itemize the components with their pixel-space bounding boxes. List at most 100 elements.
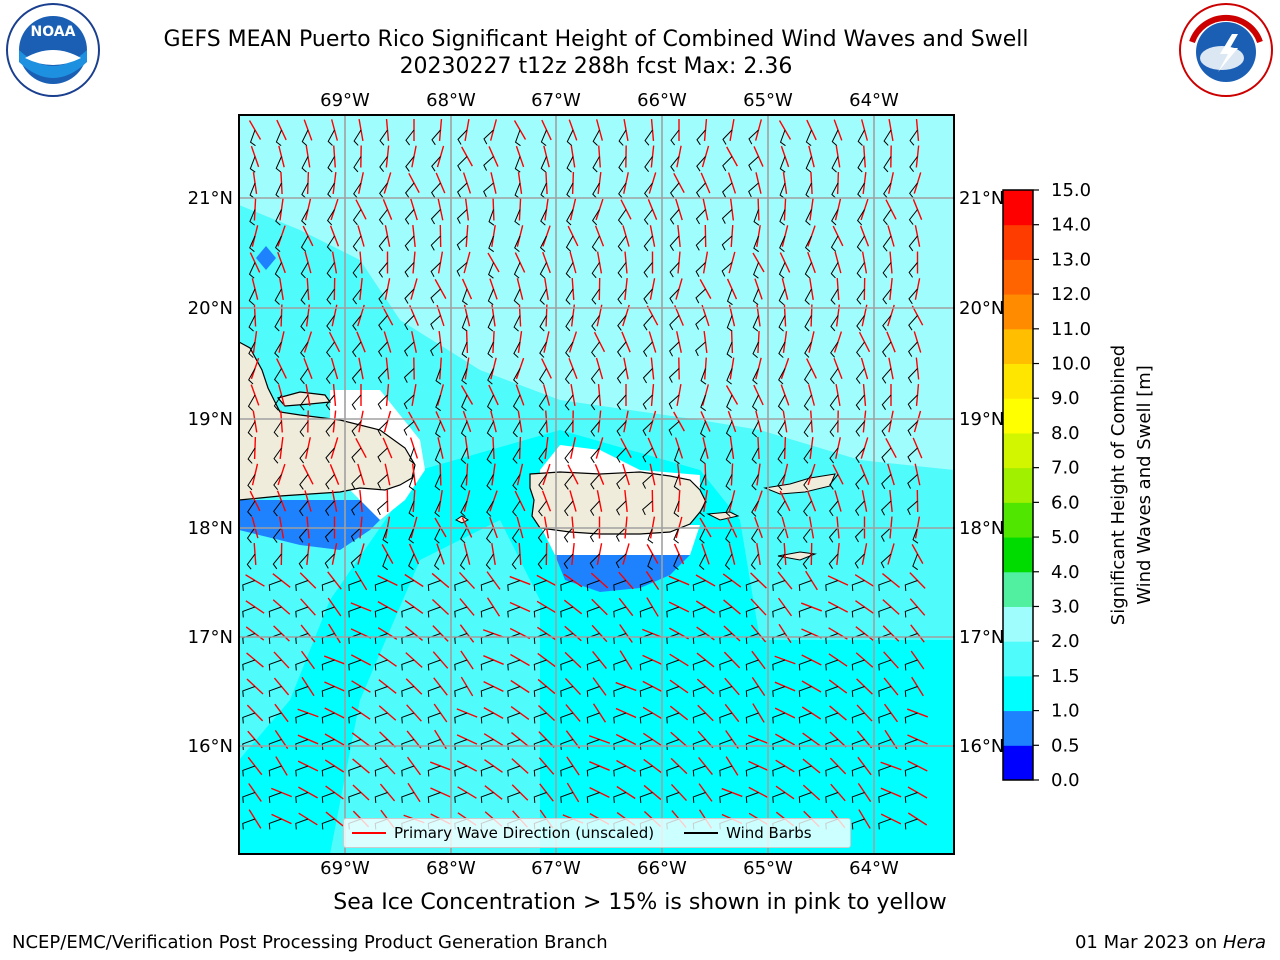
wind-barb	[647, 553, 653, 571]
wind-barb	[427, 606, 441, 618]
wind-barb	[485, 527, 494, 544]
wind-barb	[776, 553, 786, 570]
wind-barb	[351, 447, 362, 463]
legend-wind-barbs: Wind Barbs	[684, 824, 812, 842]
wind-barb	[750, 527, 759, 544]
wind-barb	[851, 792, 865, 803]
lat-label: 19°N	[188, 409, 233, 430]
wind-barb	[273, 368, 282, 385]
wind-barb	[798, 792, 812, 803]
wind-barb	[830, 235, 839, 252]
wind-barb	[427, 765, 441, 777]
wind-barb	[829, 500, 839, 517]
wind-barb	[855, 500, 865, 516]
wind-barb	[566, 156, 574, 173]
lat-label: 16°N	[959, 736, 1004, 757]
wind-barb	[907, 474, 918, 489]
wind-barb	[907, 447, 918, 463]
wind-barb	[321, 739, 335, 750]
wind-barb	[301, 156, 309, 173]
lat-label: 19°N	[959, 409, 1004, 430]
wind-barb	[829, 474, 839, 490]
wind-barb	[726, 368, 733, 385]
wind-barb	[377, 421, 388, 437]
wind-barb	[295, 739, 309, 750]
wind-barb	[590, 474, 600, 490]
wind-barb	[881, 447, 892, 463]
wind-barb	[268, 580, 282, 591]
wind-barb	[883, 156, 892, 173]
lon-label: 68°W	[426, 90, 476, 111]
wind-barb	[589, 553, 600, 569]
wind-barb	[904, 606, 918, 618]
wind-barb	[268, 606, 282, 618]
wind-barb	[907, 421, 918, 437]
wind-barb	[272, 527, 282, 543]
wind-barb	[670, 182, 680, 199]
wind-barb	[480, 580, 494, 591]
colorbar-swatch	[1003, 606, 1033, 642]
wind-barb	[831, 209, 839, 226]
wind-barb	[692, 792, 706, 803]
wind-barb	[538, 474, 547, 490]
wind-barb	[908, 262, 918, 278]
wind-barb	[300, 341, 309, 358]
wind-barb	[777, 500, 786, 517]
wind-barb	[268, 739, 282, 750]
wind-barb	[408, 500, 415, 518]
wind-barb	[454, 606, 468, 618]
wind-barb	[904, 818, 918, 830]
wind-barb	[668, 421, 680, 436]
wind-barb	[379, 182, 388, 199]
wind-barb	[274, 341, 282, 358]
wind-barb	[825, 765, 839, 777]
wind-barb	[427, 739, 441, 750]
wind-barb	[321, 765, 335, 777]
wind-barb	[242, 686, 256, 697]
wind-barb	[805, 209, 812, 226]
wind-barb	[486, 421, 494, 438]
wind-barb	[696, 129, 706, 146]
footer-credit: NCEP/EMC/Verification Post Processing Pr…	[12, 932, 608, 953]
wind-barb	[907, 368, 918, 384]
colorbar-swatch	[1003, 571, 1033, 607]
footer-date-text: 01 Mar 2023 on	[1074, 932, 1223, 953]
wind-barb	[830, 262, 839, 279]
wind-barb	[696, 156, 706, 172]
wind-barb	[725, 421, 733, 438]
wind-barb	[326, 235, 335, 252]
colorbar-swatch	[1003, 259, 1033, 295]
wind-barb	[246, 527, 256, 544]
wind-barb	[745, 739, 759, 750]
wind-barb	[592, 182, 600, 199]
sea-ice-note: Sea Ice Concentration > 15% is shown in …	[333, 890, 947, 915]
wind-barb	[880, 553, 892, 569]
wind-barb	[666, 633, 680, 644]
wind-barb	[777, 447, 786, 464]
wind-barb	[829, 394, 839, 411]
wind-barb	[726, 394, 733, 412]
wind-barb	[273, 421, 282, 438]
wind-barb	[616, 447, 627, 463]
colorbar-tick-label: 4.0	[1051, 562, 1080, 583]
wind-barb	[855, 421, 865, 437]
wind-barb	[851, 712, 865, 724]
wind-barb	[825, 686, 839, 697]
colorbar: 0.0 0.5 1.0 1.5 2.0 3.0 4.0 5.0 6.0 7.0 8.0 9.0 10.0…	[1002, 180, 1091, 791]
wind-barb	[881, 500, 892, 516]
wind-barb	[825, 606, 839, 618]
wind-barb	[513, 262, 521, 279]
wind-barb	[586, 765, 600, 777]
wind-barb	[242, 792, 256, 803]
colorbar-tick-label: 2.0	[1051, 631, 1080, 652]
wind-barb	[507, 765, 521, 777]
wind-barb	[586, 580, 600, 591]
wind-barb	[802, 553, 812, 570]
wind-barb	[908, 341, 918, 357]
wind-barb	[374, 633, 388, 644]
wind-barb	[427, 580, 441, 591]
wind-barb	[512, 394, 521, 411]
wind-barb	[798, 633, 812, 644]
wind-barb	[798, 739, 812, 750]
colorbar-tick-label: 8.0	[1051, 423, 1080, 444]
